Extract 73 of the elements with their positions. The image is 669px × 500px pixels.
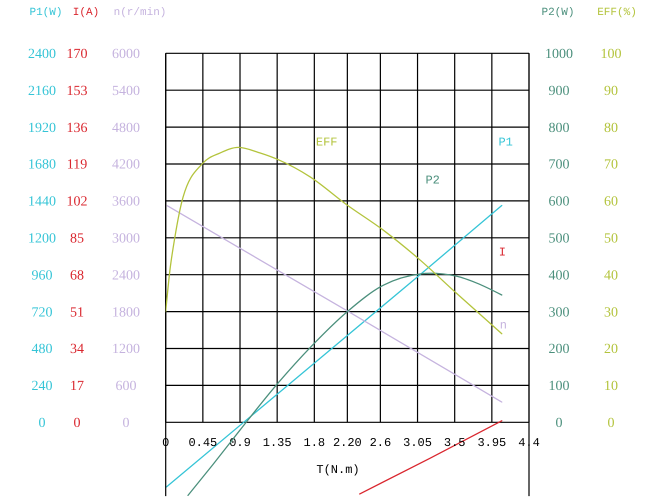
y2-tick-label: 90 — [604, 84, 618, 99]
y2-tick-label: 0 — [74, 416, 80, 432]
y2-tick-label: 30 — [604, 305, 618, 320]
y-tick-label: 0 — [122, 416, 130, 432]
y2-tick-label: 119 — [66, 158, 88, 173]
y2-tick-label: 70 — [604, 158, 618, 173]
y3-tick-label: 1680 — [28, 158, 56, 173]
text: P1 — [498, 136, 513, 150]
y-axis-title: n(r/min) — [114, 7, 166, 19]
y2-tick-label: 0 — [608, 416, 614, 432]
y3-tick-label: 0 — [38, 416, 46, 432]
y-tick-label: 3000 — [112, 232, 140, 247]
y-tick-label: 500 — [548, 232, 570, 247]
y-axis-title: P2(W) — [541, 7, 575, 19]
y-tick-label: 900 — [548, 84, 570, 99]
y2-tick-label: 50 — [604, 232, 618, 247]
text: n — [500, 318, 507, 333]
y3-axis-title: P1(W) — [29, 7, 63, 19]
y-tick-label: 300 — [548, 305, 570, 320]
x-tick-label: 2.20 — [332, 436, 362, 450]
y2-tick-label: 40 — [604, 268, 618, 284]
x-tick-label: 3.05 — [403, 436, 432, 450]
y2-tick-label: 34 — [70, 342, 84, 358]
y2-tick-label: 85 — [70, 232, 84, 247]
y3-tick-label: 2400 — [28, 47, 56, 62]
y3-tick-label: 480 — [32, 342, 52, 358]
y2-tick-label: 136 — [66, 120, 88, 136]
y-tick-label: 4800 — [112, 120, 140, 136]
y-tick-label: 100 — [548, 379, 570, 394]
y-tick-label: 200 — [548, 342, 570, 358]
y3-tick-label: 1200 — [28, 232, 56, 247]
text: I — [498, 246, 506, 260]
y-tick-label: 600 — [116, 379, 136, 394]
y-tick-label: 1000 — [545, 47, 573, 62]
x-tick-label: 1.8 — [304, 436, 326, 450]
y2-axis-title: EFF(%) — [597, 7, 637, 19]
y2-axis-title: I(A) — [72, 7, 100, 19]
y-tick-label: 4200 — [112, 158, 140, 173]
y-tick-label: 1200 — [112, 342, 140, 358]
y-tick-label: 0 — [556, 416, 562, 432]
y3-tick-label: 1920 — [28, 120, 56, 136]
y-tick-label: 3600 — [112, 194, 140, 210]
y-tick-label: 1800 — [112, 305, 140, 320]
text: EFF — [316, 136, 338, 150]
y3-tick-label: 960 — [32, 268, 52, 284]
y2-tick-label: 100 — [600, 47, 622, 62]
y3-tick-label: 240 — [32, 379, 52, 394]
text: P2 — [425, 174, 440, 188]
x-tick-label: 0.45 — [188, 436, 218, 450]
y3-tick-label: 1440 — [28, 194, 56, 210]
y-tick-label: 5400 — [112, 84, 140, 99]
y2-tick-label: 17 — [70, 379, 84, 394]
y3-tick-label: 720 — [32, 305, 52, 320]
y2-tick-label: 153 — [66, 84, 88, 99]
y2-tick-label: 60 — [604, 194, 618, 210]
y2-tick-label: 68 — [70, 268, 84, 284]
y2-tick-label: 170 — [66, 47, 88, 62]
y-tick-label: 700 — [548, 158, 570, 173]
y2-tick-label: 20 — [604, 342, 618, 358]
y-tick-label: 2400 — [112, 268, 140, 284]
y2-tick-label: 10 — [604, 379, 618, 394]
y-tick-label: 600 — [548, 194, 570, 210]
y-tick-label: 400 — [548, 268, 570, 284]
y2-tick-label: 51 — [70, 305, 84, 320]
x-tick-label: 3.95 — [477, 436, 506, 450]
x-tick-label: 1.35 — [262, 436, 292, 450]
x-axis-title: T(N.m) — [316, 463, 360, 477]
y3-tick-label: 2160 — [28, 84, 56, 99]
y2-tick-label: 80 — [604, 120, 618, 136]
x-tick-label: 2.6 — [370, 436, 392, 450]
y-tick-label: 800 — [548, 120, 570, 136]
y-tick-label: 6000 — [112, 47, 140, 62]
y2-tick-label: 102 — [66, 194, 88, 210]
